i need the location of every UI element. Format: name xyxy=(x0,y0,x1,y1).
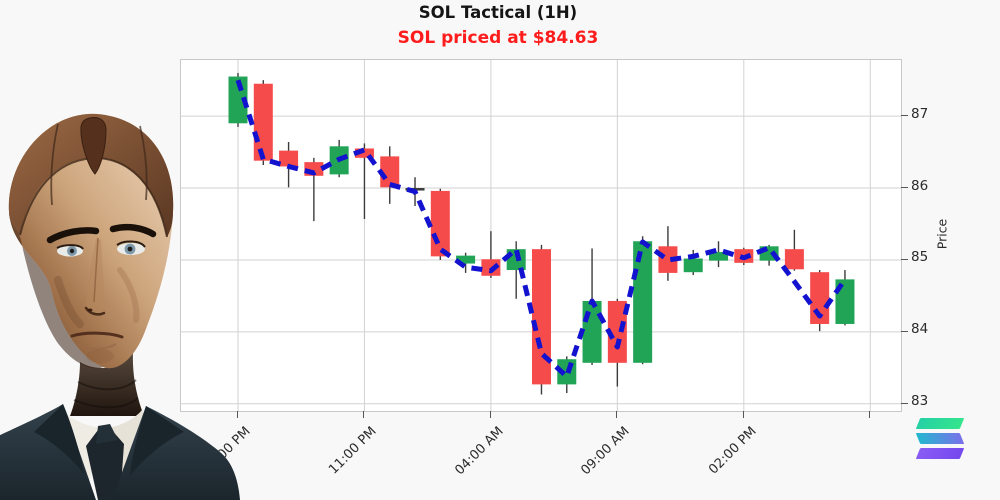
robot-avatar xyxy=(0,113,240,500)
robot-mouth xyxy=(70,331,124,339)
y-tick-label: 85 xyxy=(911,249,929,266)
candle-body xyxy=(253,83,273,161)
x-tick-mark xyxy=(742,411,744,418)
robot-right-eye xyxy=(116,240,146,255)
solana-logo xyxy=(915,418,965,462)
robot-right-eyebrow xyxy=(109,223,157,238)
x-tick-label: 02:00 PM xyxy=(705,424,760,478)
candle-body xyxy=(607,300,627,363)
y-tick-label: 87 xyxy=(911,105,929,122)
y-tick-label: 84 xyxy=(911,321,929,338)
robot-forehead-plate xyxy=(80,117,107,175)
candle-body xyxy=(456,255,476,264)
candle-body xyxy=(658,246,678,273)
candle-body xyxy=(784,249,804,270)
solana-logo-middle-bar xyxy=(915,433,965,444)
y-tick-mark xyxy=(901,187,908,189)
candle-body xyxy=(683,258,703,273)
robot-left-eyebrow xyxy=(46,227,100,244)
candle-body xyxy=(430,190,450,257)
x-tick-mark xyxy=(869,411,871,418)
y-tick-label: 83 xyxy=(911,393,929,410)
robot-left-eye xyxy=(56,244,84,257)
candle-body xyxy=(709,252,729,261)
robot-suit-left xyxy=(0,404,96,500)
candle-body xyxy=(380,156,400,188)
y-tick-mark xyxy=(901,330,908,332)
candlestick-chart xyxy=(181,60,901,411)
solana-logo-top-bar xyxy=(915,418,965,429)
robot-head xyxy=(8,113,174,369)
y-tick-label: 86 xyxy=(911,177,929,194)
x-tick-label: 09:00 AM xyxy=(578,424,633,479)
y-axis-title: Price xyxy=(934,218,950,250)
y-tick-mark xyxy=(901,402,908,404)
overlay-dashed-line xyxy=(235,79,848,379)
x-tick-mark xyxy=(363,411,365,418)
x-tick-mark xyxy=(489,411,491,418)
candle-body xyxy=(279,150,299,167)
candle-body xyxy=(531,249,551,385)
robot-neck xyxy=(70,352,144,416)
y-tick-mark xyxy=(901,258,908,260)
robot-nose xyxy=(84,306,106,316)
chart-title: SOL Tactical (1H) xyxy=(418,3,578,22)
plot-area xyxy=(180,59,902,412)
chart-subtitle: SOL priced at $84.63 xyxy=(397,28,599,48)
robot-tie xyxy=(86,428,124,500)
x-tick-label: 04:00 AM xyxy=(452,424,507,479)
x-tick-mark xyxy=(616,411,618,418)
x-tick-label: 11:00 PM xyxy=(326,424,381,478)
y-tick-mark xyxy=(901,115,908,117)
x-tick-mark xyxy=(237,411,238,418)
candle-body xyxy=(354,148,374,158)
candle-body xyxy=(582,300,602,363)
solana-logo-bottom-bar xyxy=(915,448,965,459)
